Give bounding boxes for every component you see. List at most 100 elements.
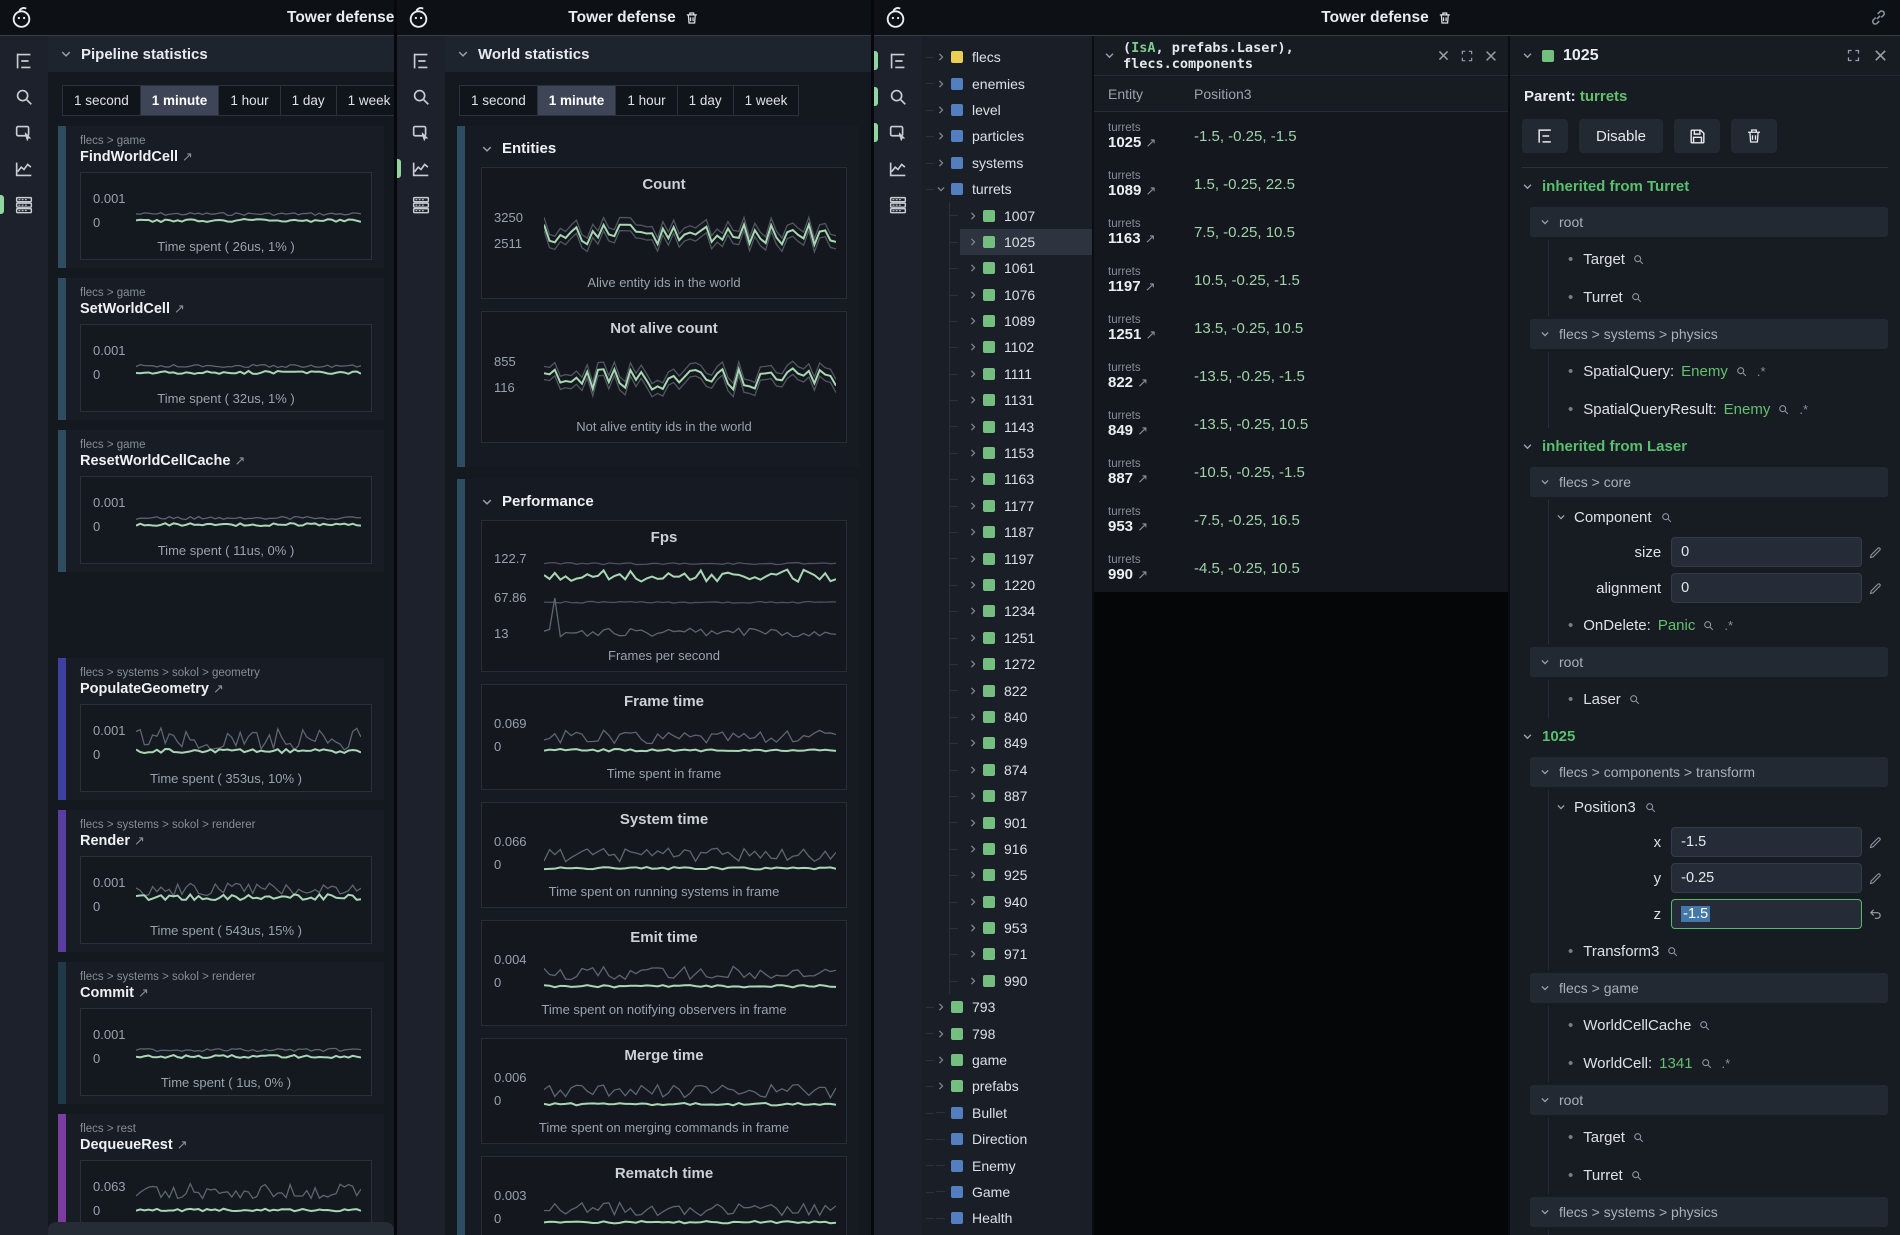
tree-item[interactable]: 1131 — [922, 387, 1092, 414]
tree-item[interactable]: 1272 — [922, 650, 1092, 678]
chevron-right-icon[interactable] — [968, 369, 983, 379]
chevron-right-icon[interactable] — [968, 316, 983, 326]
field-input-editing[interactable]: -1.5 — [1671, 899, 1863, 929]
time-range-tab[interactable]: 1 hour — [616, 86, 677, 115]
query-search-icon[interactable] — [874, 85, 922, 108]
time-range-tab[interactable]: 1 day — [280, 86, 336, 115]
tree-item[interactable]: 925 — [922, 862, 1092, 889]
tree-item[interactable]: 822 — [922, 677, 1092, 705]
query-component-icon[interactable] — [1660, 511, 1673, 524]
open-entity-link-icon[interactable]: ↗ — [1137, 470, 1149, 486]
pair-wildcard[interactable]: .* — [1721, 1055, 1731, 1071]
pair-target-link[interactable]: 1341 — [1659, 1054, 1693, 1072]
pipeline-statistics-header[interactable]: Pipeline statistics — [48, 36, 394, 72]
time-range-tab[interactable]: 1 hour — [219, 86, 280, 115]
systems-pipeline-icon[interactable] — [397, 193, 445, 216]
query-component-icon[interactable] — [1666, 945, 1679, 958]
module-section-bar[interactable]: flecs > game — [1530, 973, 1888, 1003]
tree-item[interactable]: 887 — [922, 782, 1092, 810]
chevron-right-icon[interactable] — [968, 580, 983, 590]
query-result-row[interactable]: turrets 1163 ↗ 7.5, -0.25, 10.5 — [1094, 208, 1508, 256]
time-range-tab[interactable]: 1 day — [677, 86, 733, 115]
chevron-right-icon[interactable] — [968, 765, 983, 775]
tree-item[interactable]: 971 — [922, 941, 1092, 969]
chevron-right-icon[interactable] — [968, 290, 983, 300]
chevron-right-icon[interactable] — [936, 79, 951, 89]
tree-item[interactable]: 793 — [922, 994, 1092, 1020]
open-entity-link-icon[interactable]: ↗ — [1144, 230, 1156, 246]
query-component-icon[interactable] — [1700, 1057, 1713, 1070]
chevron-right-icon[interactable] — [968, 501, 983, 511]
tree-view-icon[interactable] — [397, 49, 445, 72]
chevron-right-icon[interactable] — [936, 131, 951, 141]
chevron-right-icon[interactable] — [968, 791, 983, 801]
chevron-right-icon[interactable] — [968, 818, 983, 828]
tree-item[interactable]: 849 — [922, 730, 1092, 757]
query-result-row[interactable]: turrets 1089 ↗ 1.5, -0.25, 22.5 — [1094, 160, 1508, 208]
save-button[interactable] — [1674, 119, 1721, 153]
chevron-right-icon[interactable] — [936, 1029, 951, 1039]
tree-item[interactable]: 1076 — [922, 281, 1092, 309]
query-result-row[interactable]: turrets 1251 ↗ 13.5, -0.25, 10.5 — [1094, 304, 1508, 352]
delete-world-icon[interactable] — [1438, 10, 1453, 26]
chevron-right-icon[interactable] — [936, 1002, 951, 1012]
open-entity-link-icon[interactable]: ↗ — [1145, 134, 1157, 150]
chevron-right-icon[interactable] — [968, 527, 983, 537]
chevron-right-icon[interactable] — [968, 923, 983, 933]
chevron-right-icon[interactable] — [968, 474, 983, 484]
module-section-bar[interactable]: root — [1530, 647, 1888, 677]
chevron-right-icon[interactable] — [968, 237, 983, 247]
tree-view-icon[interactable] — [874, 49, 922, 72]
chevron-right-icon[interactable] — [968, 659, 983, 669]
pair-wildcard[interactable]: .* — [1756, 363, 1766, 379]
query-component-icon[interactable] — [1644, 801, 1657, 814]
chevron-right-icon[interactable] — [968, 976, 983, 986]
flecs-logo-icon[interactable] — [9, 5, 34, 35]
module-section-bar[interactable]: flecs > systems > physics — [1530, 319, 1888, 349]
tree-item[interactable]: 953 — [922, 914, 1092, 942]
tree-item[interactable]: 1143 — [922, 413, 1092, 441]
clear-query-icon[interactable] — [1437, 49, 1450, 62]
tree-item[interactable]: 1187 — [922, 519, 1092, 546]
tree-item[interactable]: 1061 — [922, 255, 1092, 282]
undo-field-icon[interactable] — [1862, 907, 1888, 922]
entities-group-header[interactable]: Entities — [481, 134, 847, 167]
tree-item[interactable]: 1197 — [922, 545, 1092, 573]
time-range-tab[interactable]: 1 second — [460, 86, 537, 115]
open-system-link-icon[interactable]: ↗ — [182, 149, 193, 164]
chevron-right-icon[interactable] — [968, 263, 983, 273]
entity-inspector-icon[interactable] — [0, 121, 48, 144]
query-result-row[interactable]: turrets 990 ↗ -4.5, -0.25, 10.5 — [1094, 544, 1508, 592]
query-result-row[interactable]: turrets 953 ↗ -7.5, -0.25, 16.5 — [1094, 496, 1508, 544]
tree-item[interactable]: Game — [922, 1179, 1092, 1205]
chevron-right-icon[interactable] — [968, 554, 983, 564]
disable-button[interactable]: Disable — [1579, 119, 1664, 153]
tree-item[interactable]: 798 — [922, 1020, 1092, 1046]
chevron-right-icon[interactable] — [968, 844, 983, 854]
pair-wildcard[interactable]: .* — [1799, 401, 1809, 417]
open-entity-link-icon[interactable]: ↗ — [1137, 422, 1149, 438]
chevron-right-icon[interactable] — [936, 52, 951, 62]
query-component-icon[interactable] — [1777, 403, 1790, 416]
module-section-bar[interactable]: flecs > core — [1530, 467, 1888, 497]
chevron-right-icon[interactable] — [968, 633, 983, 643]
pair-target-link[interactable]: Enemy — [1681, 362, 1728, 380]
edit-field-icon[interactable] — [1862, 835, 1888, 850]
performance-group-header[interactable]: Performance — [481, 487, 847, 520]
delete-entity-button[interactable] — [1731, 119, 1778, 153]
tree-view-icon[interactable] — [0, 49, 48, 72]
chevron-right-icon[interactable] — [968, 686, 983, 696]
tree-item[interactable]: Enemy — [922, 1152, 1092, 1178]
world-statistics-header[interactable]: World statistics — [445, 36, 871, 72]
query-component-icon[interactable] — [1632, 1131, 1645, 1144]
tree-item[interactable]: 1102 — [922, 334, 1092, 362]
open-entity-link-icon[interactable]: ↗ — [1145, 182, 1157, 198]
tree-item[interactable]: 1234 — [922, 598, 1092, 625]
tree-item[interactable]: 901 — [922, 809, 1092, 837]
expandable-component-row[interactable]: Position3 — [1522, 790, 1888, 824]
tree-item[interactable]: Health — [922, 1205, 1092, 1231]
query-search-icon[interactable] — [0, 85, 48, 108]
tree-item[interactable]: systems — [922, 150, 1092, 176]
tree-item[interactable]: enemies — [922, 70, 1092, 96]
chevron-down-icon[interactable] — [1104, 50, 1115, 61]
